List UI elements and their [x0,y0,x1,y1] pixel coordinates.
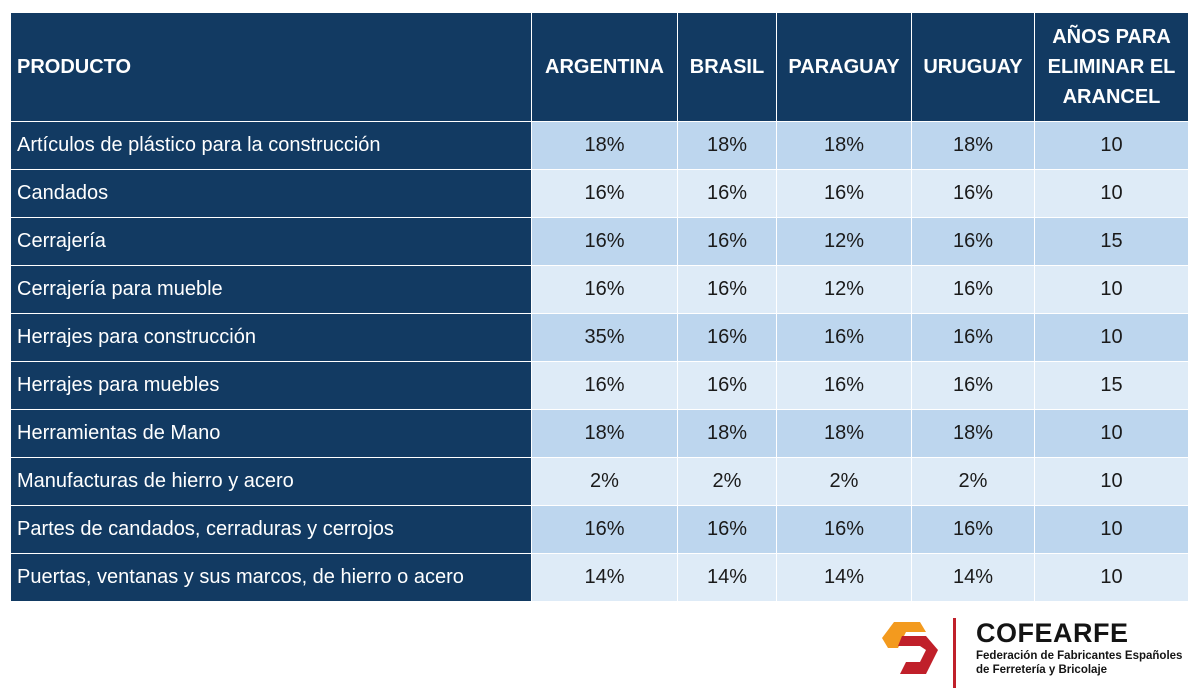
product-cell: Partes de candados, cerraduras y cerrojo… [10,505,532,554]
header-anos-eliminar-arancel: AÑOS PARA ELIMINAR EL ARANCEL [1034,12,1189,122]
table-row: Partes de candados, cerraduras y cerrojo… [10,505,1189,554]
product-cell: Herrajes para muebles [10,361,532,410]
brasil-cell: 16% [677,313,777,362]
years-cell: 15 [1034,361,1189,410]
argentina-cell: 16% [531,265,678,314]
uruguay-cell: 16% [911,217,1035,266]
years-cell: 10 [1034,121,1189,170]
brasil-cell: 18% [677,121,777,170]
header-producto: PRODUCTO [10,12,532,122]
table-row: Manufacturas de hierro y acero 2% 2% 2% … [10,457,1189,506]
uruguay-cell: 2% [911,457,1035,506]
argentina-cell: 16% [531,169,678,218]
argentina-cell: 18% [531,409,678,458]
paraguay-cell: 16% [776,169,912,218]
product-cell: Candados [10,169,532,218]
uruguay-cell: 16% [911,169,1035,218]
table-row: Puertas, ventanas y sus marcos, de hierr… [10,553,1189,602]
cofearfe-logo-icon [882,622,938,674]
product-cell: Herramientas de Mano [10,409,532,458]
brasil-cell: 2% [677,457,777,506]
table-header: PRODUCTO ARGENTINA BRASIL PARAGUAY URUGU… [10,12,1189,122]
table-row: Herrajes para construcción 35% 16% 16% 1… [10,313,1189,362]
years-cell: 15 [1034,217,1189,266]
brasil-cell: 14% [677,553,777,602]
paraguay-cell: 16% [776,361,912,410]
logo-subtitle-line1: Federación de Fabricantes Españoles [976,650,1183,662]
header-brasil: BRASIL [677,12,777,122]
logo-subtitle-line2: de Ferretería y Bricolaje [976,664,1108,676]
paraguay-cell: 12% [776,265,912,314]
product-cell: Manufacturas de hierro y acero [10,457,532,506]
uruguay-cell: 14% [911,553,1035,602]
header-paraguay: PARAGUAY [776,12,912,122]
years-cell: 10 [1034,169,1189,218]
argentina-cell: 16% [531,505,678,554]
product-cell: Cerrajería [10,217,532,266]
years-cell: 10 [1034,553,1189,602]
logo-divider [953,618,956,688]
product-cell: Puertas, ventanas y sus marcos, de hierr… [10,553,532,602]
brasil-cell: 16% [677,505,777,554]
product-cell: Herrajes para construcción [10,313,532,362]
table-row: Cerrajería 16% 16% 12% 16% 15 [10,217,1189,266]
paraguay-cell: 16% [776,313,912,362]
paraguay-cell: 2% [776,457,912,506]
argentina-cell: 16% [531,217,678,266]
years-cell: 10 [1034,409,1189,458]
uruguay-cell: 18% [911,409,1035,458]
years-cell: 10 [1034,265,1189,314]
product-cell: Artículos de plástico para la construcci… [10,121,532,170]
brasil-cell: 16% [677,361,777,410]
tariff-table: PRODUCTO ARGENTINA BRASIL PARAGUAY URUGU… [10,12,1189,602]
brasil-cell: 16% [677,217,777,266]
brasil-cell: 16% [677,265,777,314]
table-row: Artículos de plástico para la construcci… [10,121,1189,170]
paraguay-cell: 18% [776,409,912,458]
argentina-cell: 2% [531,457,678,506]
cofearfe-logo: COFEARFE Federación de Fabricantes Españ… [880,618,1190,690]
uruguay-cell: 18% [911,121,1035,170]
table-row: Candados 16% 16% 16% 16% 10 [10,169,1189,218]
paraguay-cell: 16% [776,505,912,554]
argentina-cell: 16% [531,361,678,410]
table-row: Herramientas de Mano 18% 18% 18% 18% 10 [10,409,1189,458]
uruguay-cell: 16% [911,505,1035,554]
argentina-cell: 18% [531,121,678,170]
product-cell: Cerrajería para mueble [10,265,532,314]
years-cell: 10 [1034,505,1189,554]
logo-name: COFEARFE [976,618,1129,648]
header-row: PRODUCTO ARGENTINA BRASIL PARAGUAY URUGU… [10,12,1189,122]
paraguay-cell: 14% [776,553,912,602]
years-cell: 10 [1034,313,1189,362]
header-argentina: ARGENTINA [531,12,678,122]
header-uruguay: URUGUAY [911,12,1035,122]
uruguay-cell: 16% [911,361,1035,410]
argentina-cell: 35% [531,313,678,362]
paraguay-cell: 18% [776,121,912,170]
brasil-cell: 16% [677,169,777,218]
table-row: Herrajes para muebles 16% 16% 16% 16% 15 [10,361,1189,410]
brasil-cell: 18% [677,409,777,458]
paraguay-cell: 12% [776,217,912,266]
uruguay-cell: 16% [911,313,1035,362]
table-row: Cerrajería para mueble 16% 16% 12% 16% 1… [10,265,1189,314]
table-body: Artículos de plástico para la construcci… [10,121,1189,602]
argentina-cell: 14% [531,553,678,602]
uruguay-cell: 16% [911,265,1035,314]
years-cell: 10 [1034,457,1189,506]
